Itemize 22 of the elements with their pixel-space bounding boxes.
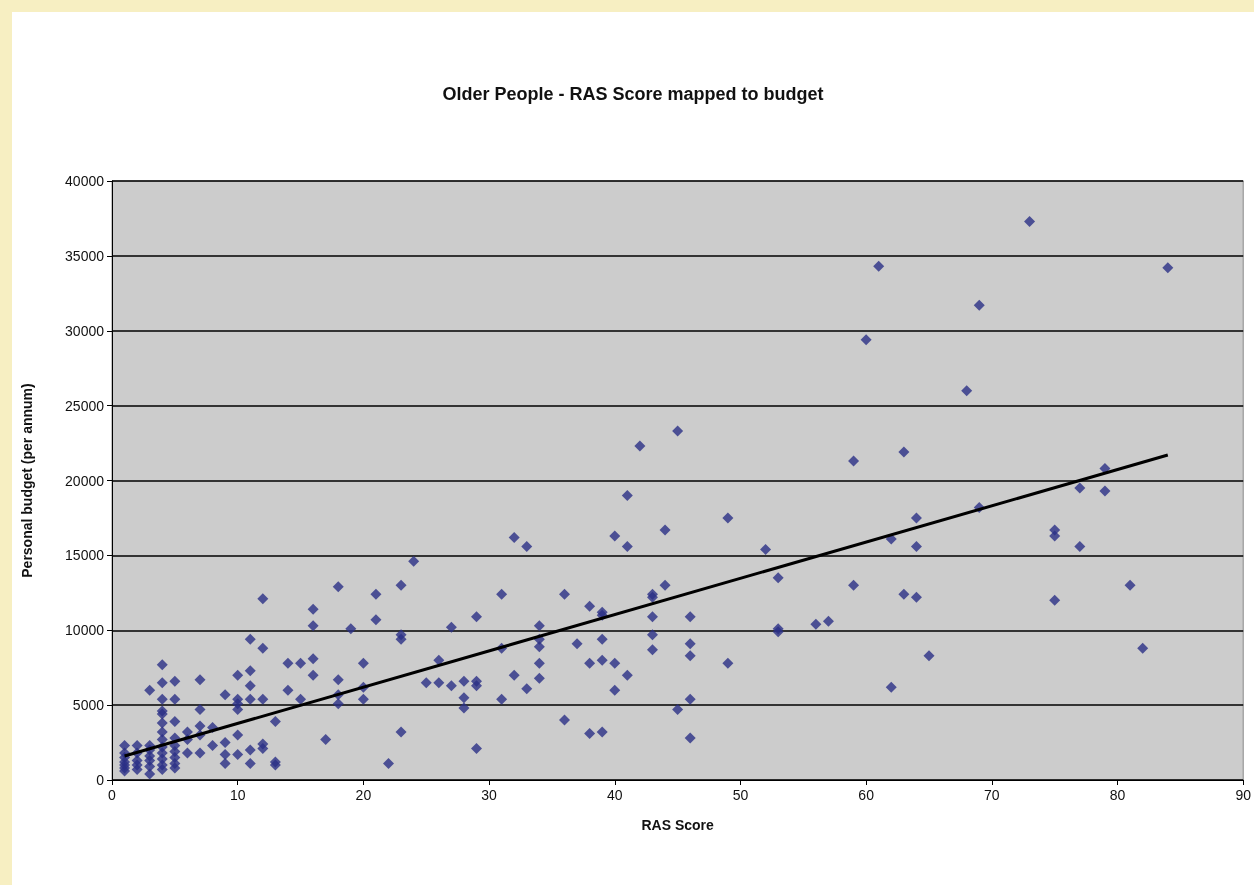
- y-tick-label: 35000: [65, 247, 105, 264]
- y-tick-label: 5000: [72, 697, 105, 714]
- x-tick-label: 90: [1235, 787, 1252, 803]
- x-tick-label: 20: [355, 787, 372, 803]
- y-tick-label: 20000: [65, 472, 105, 489]
- x-tick-label: 30: [481, 787, 498, 803]
- y-tick-label: 30000: [65, 322, 105, 339]
- x-tick-label: 70: [984, 787, 1000, 803]
- x-axis-title: RAS Score: [641, 817, 714, 833]
- chart-title: Older People - RAS Score mapped to budget: [442, 84, 824, 104]
- y-tick-label: 15000: [65, 547, 105, 564]
- x-tick-label: 80: [1109, 787, 1126, 803]
- x-tick-label: 50: [732, 787, 749, 803]
- y-tick-label: 0: [96, 772, 105, 788]
- y-axis-title: Personal budget (per annum): [19, 383, 35, 578]
- y-tick-label: 25000: [65, 397, 105, 414]
- x-tick-label: 10: [229, 787, 246, 803]
- y-tick-label: 40000: [65, 173, 105, 189]
- x-tick-label: 0: [108, 787, 117, 803]
- x-tick-label: 60: [858, 787, 875, 803]
- y-tick-label: 10000: [65, 622, 105, 639]
- x-tick-label: 40: [606, 787, 623, 803]
